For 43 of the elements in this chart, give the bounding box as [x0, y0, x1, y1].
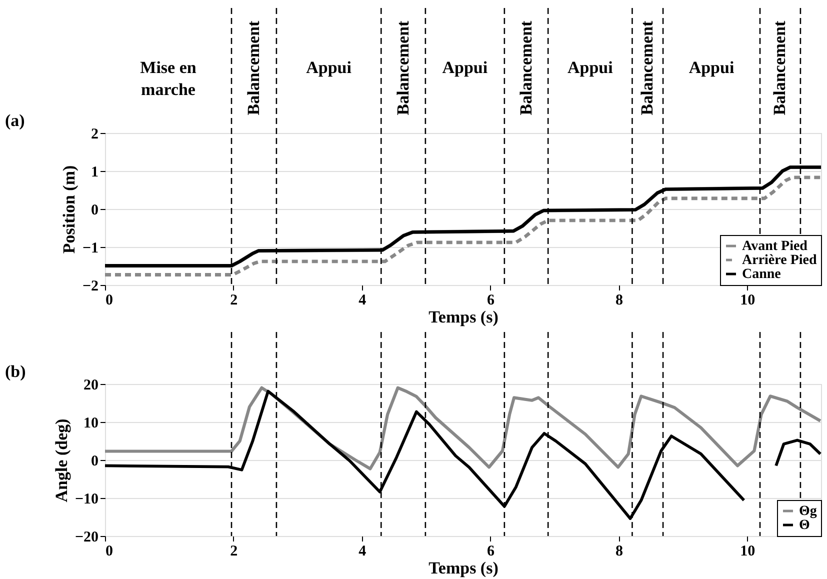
x-axis-title: Temps (s)	[428, 308, 498, 326]
y-tick-label: −2	[82, 278, 98, 294]
x-tick-label: 4	[358, 292, 367, 308]
y-tick-label: −1	[82, 240, 98, 256]
x-tick-label: 0	[106, 292, 113, 308]
text: Balancement	[770, 20, 790, 116]
y-tick-label: −10	[74, 492, 98, 508]
y-tick-label: 1	[91, 164, 98, 180]
text: Balancement	[244, 20, 263, 116]
x-tick-label: 4	[358, 544, 367, 560]
legend-label: Θg	[799, 504, 817, 519]
x-tick-label: 6	[487, 292, 496, 308]
y-tick-label: 10	[84, 416, 98, 432]
text: Appui	[688, 58, 734, 77]
legend-label: Avant Pied	[742, 239, 808, 254]
chart-title: (a)	[5, 111, 25, 130]
text: Appui	[306, 58, 352, 77]
x-tick-label: 0	[106, 544, 113, 560]
y-tick-label: 20	[84, 378, 98, 394]
text: Appui	[442, 58, 488, 77]
text: Balancement	[638, 20, 657, 116]
text: Mise en marche	[140, 58, 197, 99]
y-tick-label: 2	[91, 126, 98, 142]
text: Appui	[567, 58, 614, 77]
y-tick-label: 0	[91, 202, 98, 218]
legend-label: Θ	[799, 518, 810, 533]
x-tick-label: 10	[740, 292, 756, 308]
x-tick-label: 10	[740, 544, 756, 560]
text: Balancement	[516, 20, 536, 116]
legend-label: Arrière Pied	[742, 253, 817, 268]
x-tick-label: 8	[615, 292, 623, 308]
x-tick-label: 2	[230, 292, 238, 308]
legend-label: Canne	[742, 267, 781, 282]
x-axis-title: Temps (s)	[428, 558, 498, 578]
y-axis-title: Angle (deg)	[52, 418, 71, 502]
x-tick-label: 6	[487, 544, 496, 560]
y-tick-label: −20	[74, 530, 98, 546]
chart-title: (b)	[5, 362, 26, 381]
y-axis-title: Position (m)	[59, 165, 78, 254]
x-tick-label: 8	[615, 544, 623, 560]
x-tick-label: 2	[230, 544, 238, 560]
y-tick-label: 0	[91, 454, 98, 470]
text: Balancement	[393, 20, 412, 116]
